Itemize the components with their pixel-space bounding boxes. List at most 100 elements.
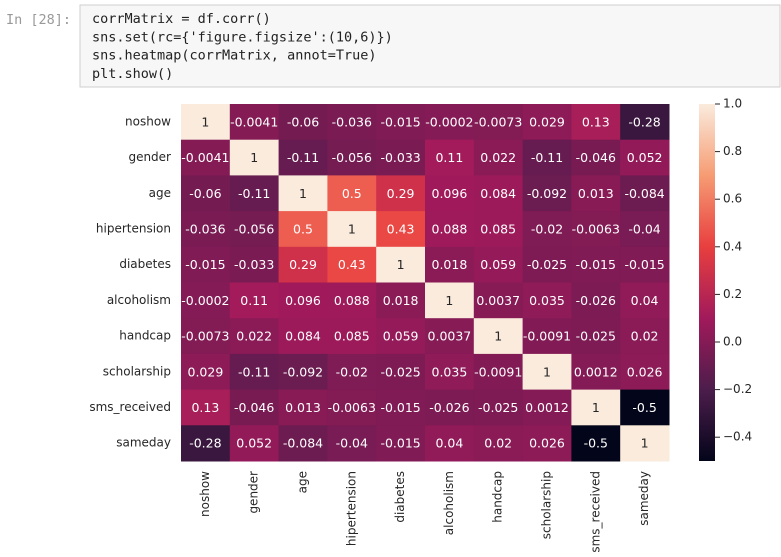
code-line: sns.heatmap(corrMatrix, annot=True) <box>92 48 376 64</box>
cell-annotation: -0.025 <box>576 329 616 344</box>
heatmap-cell <box>522 282 572 319</box>
colorbar-tick-label: 0.8 <box>723 144 742 158</box>
heatmap-cell <box>473 425 524 462</box>
heatmap-cell <box>278 175 328 212</box>
heatmap-cell <box>571 175 621 212</box>
heatmap-cell <box>620 104 670 141</box>
heatmap-cell <box>620 246 670 283</box>
heatmap-cell <box>522 425 572 462</box>
heatmap-cell <box>229 104 280 141</box>
cell-annotation: 0.052 <box>627 150 663 165</box>
cell-annotation: 0.04 <box>631 293 659 308</box>
heatmap-cell <box>522 104 572 141</box>
cell-annotation: -0.5 <box>632 400 656 415</box>
code-line: plt.show() <box>92 66 173 82</box>
heatmap-cell <box>278 104 328 141</box>
heatmap-cell <box>571 104 621 141</box>
heatmap-cell <box>229 318 280 355</box>
y-tick-label: diabetes <box>119 257 171 271</box>
code-line: corrMatrix = df.corr() <box>92 11 271 27</box>
heatmap-cell <box>181 282 231 319</box>
cell-annotation: -0.046 <box>234 400 274 415</box>
heatmap-cell <box>278 282 328 319</box>
cell-annotation: -0.026 <box>576 293 616 308</box>
heatmap-cell <box>278 246 328 283</box>
heatmap-cell <box>181 211 231 248</box>
heatmap-cell <box>522 389 572 426</box>
cell-annotation: -0.0002 <box>425 114 473 129</box>
x-tick-label: hipertension <box>344 471 358 546</box>
cell-annotation: 1 <box>201 114 209 129</box>
code-cell[interactable] <box>79 4 781 88</box>
heatmap-cell <box>473 211 524 248</box>
cell-annotation: -0.046 <box>576 150 616 165</box>
heatmap-cell <box>425 211 475 248</box>
y-tick-label: gender <box>128 150 171 164</box>
colorbar-tick-label: 0.0 <box>723 335 742 349</box>
heatmap-cell <box>376 353 426 391</box>
cell-annotation: 0.0037 <box>428 329 472 344</box>
heatmap-cell <box>229 389 280 426</box>
heatmap-cell <box>181 389 231 426</box>
heatmap-cell <box>425 353 475 391</box>
colorbar-tick-label: 0.2 <box>723 287 742 301</box>
cell-annotation: 0.5 <box>342 186 362 201</box>
y-tick-label: scholarship <box>103 364 171 378</box>
cell-annotation: -0.11 <box>238 186 270 201</box>
cell-annotation: 0.018 <box>383 293 419 308</box>
heatmap-cell <box>620 425 670 462</box>
cell-annotation: -0.033 <box>380 150 420 165</box>
cell-annotation: 0.013 <box>285 400 321 415</box>
cell-annotation: -0.015 <box>380 114 420 129</box>
cell-annotation: 0.0012 <box>574 364 618 379</box>
cell-annotation: 1 <box>250 150 258 165</box>
heatmap-cell <box>376 425 426 462</box>
cell-annotation: -0.0002 <box>181 293 229 308</box>
cell-annotation: 0.13 <box>191 400 219 415</box>
cell-annotation: 0.29 <box>289 257 317 272</box>
cell-annotation: -0.036 <box>332 114 372 129</box>
cell-annotation: 0.11 <box>435 150 463 165</box>
x-tick-label: handcap <box>491 471 505 523</box>
colorbar-tick-label: 0.6 <box>723 192 742 206</box>
heatmap-cell <box>376 246 426 283</box>
heatmap-cell <box>181 139 231 176</box>
cell-annotation: -0.015 <box>380 436 420 451</box>
heatmap-cell <box>571 246 621 283</box>
cell-annotation: -0.02 <box>336 364 368 379</box>
y-tick-label: alcoholism <box>107 293 171 307</box>
heatmap-cell <box>473 246 524 283</box>
cell-annotation: 0.026 <box>529 436 565 451</box>
cell-prompt: In [28]: <box>6 12 71 28</box>
y-tick-label: sms_received <box>89 400 171 414</box>
cell-annotation: 0.43 <box>338 257 366 272</box>
x-tick-label: age <box>296 471 310 493</box>
heatmap-cell <box>376 389 426 426</box>
heatmap-cell <box>620 389 670 426</box>
cell-annotation: 0.096 <box>285 293 321 308</box>
x-tick-label: alcoholism <box>442 471 456 535</box>
heatmap-cell <box>181 425 231 462</box>
heatmap-cell <box>229 246 280 283</box>
cell-annotation: 0.43 <box>387 221 415 236</box>
cell-annotation: 0.029 <box>188 364 224 379</box>
cell-annotation: 0.085 <box>334 329 370 344</box>
x-tick-label: sms_received <box>588 471 602 553</box>
cell-annotation: -0.04 <box>628 221 660 236</box>
cell-annotation: -0.092 <box>283 364 323 379</box>
cell-annotation: 0.084 <box>480 186 516 201</box>
heatmap-cell <box>327 425 377 462</box>
heatmap-cell <box>327 389 377 426</box>
heatmap-cell <box>181 246 231 283</box>
heatmap-cell <box>327 246 377 283</box>
cell-annotation: 0.096 <box>432 186 468 201</box>
cell-annotation: 1 <box>299 186 307 201</box>
heatmap-cell <box>376 175 426 212</box>
cell-annotation: -0.0063 <box>328 400 376 415</box>
heatmap-cell <box>181 353 231 391</box>
heatmap-cell <box>620 353 670 391</box>
heatmap-cell <box>425 389 475 426</box>
cell-annotation: 0.035 <box>529 293 565 308</box>
heatmap-cell <box>278 389 328 426</box>
